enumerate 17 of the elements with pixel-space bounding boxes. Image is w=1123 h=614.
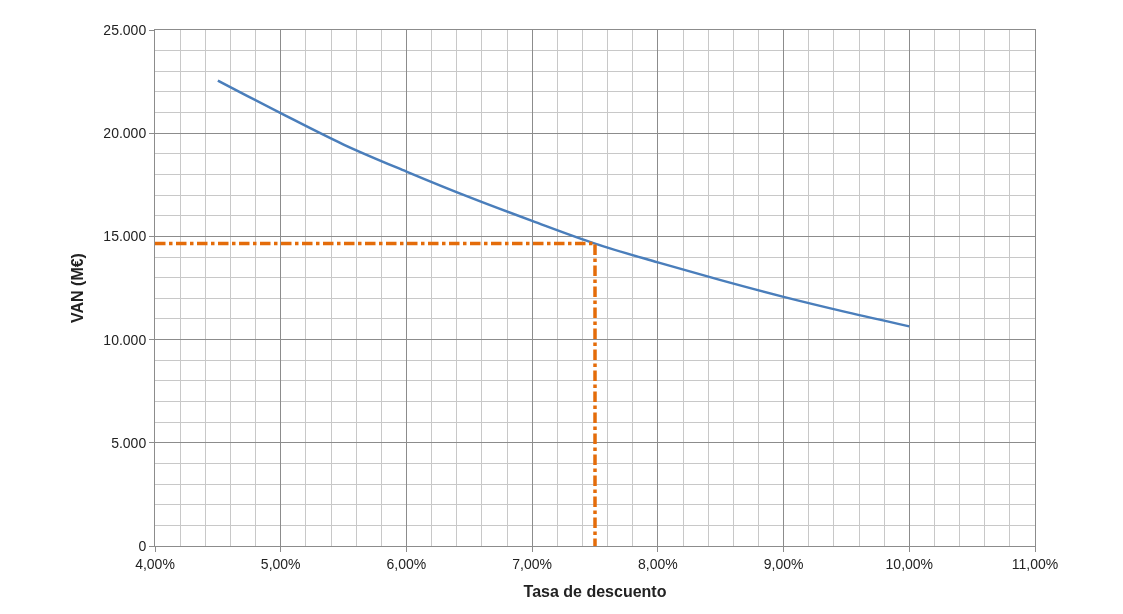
- x-tick-label: 11,00%: [1011, 555, 1059, 572]
- y-tick-label: 20.000: [103, 125, 147, 142]
- x-tick-label: 4,00%: [135, 555, 175, 572]
- y-axis-title: VAN (M€): [69, 253, 87, 323]
- y-tick-label: 10.000: [103, 331, 147, 348]
- x-tick-label: 8,00%: [638, 555, 678, 572]
- x-tick-label: 6,00%: [386, 555, 427, 572]
- x-axis-title: Tasa de descuento: [523, 583, 667, 601]
- x-tick-label: 7,00%: [512, 555, 552, 572]
- y-tick-label: 25.000: [103, 21, 147, 38]
- y-tick-label: 15.000: [103, 228, 147, 245]
- line-series: [216, 79, 911, 328]
- x-tick-label: 5,00%: [260, 555, 301, 572]
- x-tick-label: 9,00%: [763, 555, 804, 572]
- y-tick-label: 5.000: [111, 434, 147, 451]
- x-tick-label: 10,00%: [885, 555, 934, 572]
- y-tick-label: 0: [138, 537, 147, 554]
